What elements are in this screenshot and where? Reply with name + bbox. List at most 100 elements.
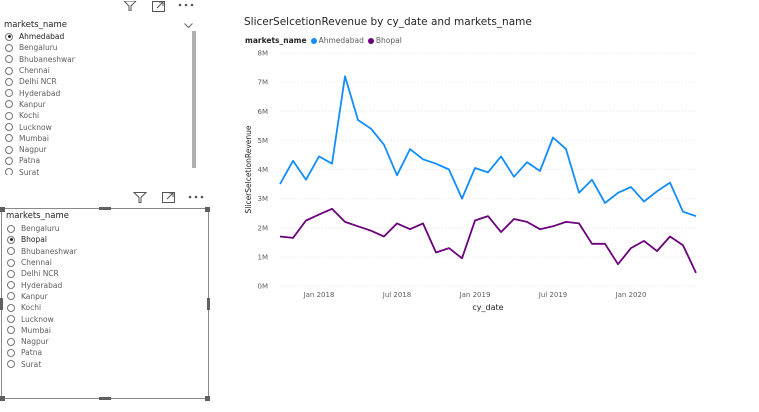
legend-item-bhopal[interactable]: Bhopal (375, 36, 402, 45)
data-point-bhopal[interactable] (278, 234, 283, 239)
data-point-ahmedabad[interactable] (655, 189, 660, 194)
data-point-bhopal[interactable] (681, 243, 686, 248)
data-point-ahmedabad[interactable] (512, 174, 517, 179)
radio-selected-icon[interactable] (7, 235, 15, 244)
radio-icon[interactable] (7, 315, 15, 324)
data-point-bhopal[interactable] (421, 221, 426, 226)
radio-icon[interactable] (7, 269, 15, 278)
data-point-bhopal[interactable] (369, 228, 374, 233)
radio-icon[interactable] (5, 55, 13, 64)
slicer-item-delhi-ncr[interactable]: Delhi NCR (5, 76, 75, 87)
slicer-item-nagpur[interactable]: Nagpur (7, 336, 77, 347)
legend-item-ahmedabad[interactable]: Ahmedabad (318, 36, 364, 45)
data-point-bhopal[interactable] (343, 219, 348, 224)
slicer-item-lucknow[interactable]: Lucknow (7, 313, 77, 324)
data-point-bhopal[interactable] (668, 234, 673, 239)
data-point-bhopal[interactable] (551, 224, 556, 229)
slicer-item-hyderabad[interactable]: Hyderabad (7, 279, 77, 290)
slicer-item-chennai[interactable]: Chennai (7, 257, 77, 268)
slicer-item-nagpur[interactable]: Nagpur (5, 144, 75, 155)
data-point-ahmedabad[interactable] (590, 177, 595, 182)
data-point-bhopal[interactable] (525, 219, 530, 224)
data-point-ahmedabad[interactable] (642, 199, 647, 204)
slicer-item-bengaluru[interactable]: Bengaluru (5, 42, 75, 53)
slicer-item-bengaluru[interactable]: Bengaluru (7, 223, 77, 234)
radio-icon[interactable] (5, 168, 13, 175)
data-point-bhopal[interactable] (304, 218, 309, 223)
radio-icon[interactable] (5, 123, 13, 132)
radio-icon[interactable] (5, 100, 13, 109)
data-point-ahmedabad[interactable] (421, 157, 426, 162)
slicer-item-kanpur[interactable]: Kanpur (7, 291, 77, 302)
radio-icon[interactable] (5, 156, 13, 165)
resize-handle-top-right[interactable] (205, 207, 210, 212)
focus-mode-icon[interactable] (150, 0, 166, 12)
data-point-ahmedabad[interactable] (460, 196, 465, 201)
radio-icon[interactable] (7, 281, 15, 290)
slicer-item-lucknow[interactable]: Lucknow (5, 121, 75, 132)
resize-handle-left[interactable] (0, 298, 3, 310)
resize-handle-top[interactable] (99, 207, 111, 210)
radio-icon[interactable] (5, 111, 13, 120)
radio-icon[interactable] (5, 43, 13, 52)
radio-icon[interactable] (5, 134, 13, 143)
markets-slicer-2[interactable]: markets_name Bengaluru Bhopal Bhubaneshwar… (1, 208, 209, 399)
radio-icon[interactable] (7, 292, 15, 301)
data-point-bhopal[interactable] (382, 234, 387, 239)
data-point-ahmedabad[interactable] (629, 184, 634, 189)
slicer-item-bhubaneshwar[interactable]: Bhubaneshwar (7, 246, 77, 257)
data-point-bhopal[interactable] (642, 238, 647, 243)
data-point-ahmedabad[interactable] (434, 161, 439, 166)
data-point-ahmedabad[interactable] (577, 190, 582, 195)
radio-icon[interactable] (7, 224, 15, 233)
slicer-item-mumbai[interactable]: Mumbai (5, 133, 75, 144)
radio-selected-icon[interactable] (5, 32, 13, 41)
data-point-ahmedabad[interactable] (681, 209, 686, 214)
data-point-ahmedabad[interactable] (291, 158, 296, 163)
slicer-item-hyderabad[interactable]: Hyderabad (5, 87, 75, 98)
data-point-bhopal[interactable] (590, 241, 595, 246)
data-point-bhopal[interactable] (395, 221, 400, 226)
data-point-bhopal[interactable] (629, 246, 634, 251)
radio-icon[interactable] (5, 66, 13, 75)
resize-handle-bottom-right[interactable] (205, 396, 210, 401)
resize-handle-right[interactable] (207, 298, 210, 310)
slicer-item-bhopal[interactable]: Bhopal (7, 234, 77, 245)
slicer-item-kochi[interactable]: Kochi (7, 302, 77, 313)
data-point-bhopal[interactable] (616, 262, 621, 267)
radio-icon[interactable] (5, 145, 13, 154)
slicer-item-delhi-ncr[interactable]: Delhi NCR (7, 268, 77, 279)
series-line-bhopal[interactable] (279, 207, 697, 274)
data-point-ahmedabad[interactable] (369, 126, 374, 131)
slicer-item-kochi[interactable]: Kochi (5, 110, 75, 121)
data-point-ahmedabad[interactable] (499, 154, 504, 159)
data-point-ahmedabad[interactable] (486, 170, 491, 175)
data-point-bhopal[interactable] (460, 256, 465, 261)
radio-icon[interactable] (7, 258, 15, 267)
data-point-bhopal[interactable] (499, 230, 504, 235)
slicer-item-mumbai[interactable]: Mumbai (7, 325, 77, 336)
data-point-bhopal[interactable] (538, 227, 543, 232)
focus-mode-icon[interactable] (160, 190, 176, 204)
more-options-icon[interactable] (186, 192, 206, 202)
slicer-item-surat[interactable]: Surat (7, 359, 77, 370)
data-point-ahmedabad[interactable] (616, 190, 621, 195)
resize-handle-bottom[interactable] (99, 397, 111, 400)
scrollbar-thumb[interactable] (192, 31, 196, 168)
data-point-ahmedabad[interactable] (551, 135, 556, 140)
data-point-bhopal[interactable] (447, 246, 452, 251)
data-point-bhopal[interactable] (473, 218, 478, 223)
data-point-bhopal[interactable] (356, 224, 361, 229)
data-point-ahmedabad[interactable] (408, 147, 413, 152)
filter-icon[interactable] (132, 190, 148, 204)
data-point-bhopal[interactable] (330, 206, 335, 211)
slicer-item-ahmedabad[interactable]: Ahmedabad (5, 31, 75, 42)
data-point-bhopal[interactable] (291, 235, 296, 240)
data-point-bhopal[interactable] (434, 250, 439, 255)
data-point-bhopal[interactable] (512, 217, 517, 222)
data-point-bhopal[interactable] (694, 270, 699, 275)
radio-icon[interactable] (7, 303, 15, 312)
data-point-bhopal[interactable] (603, 241, 608, 246)
data-point-ahmedabad[interactable] (525, 160, 530, 165)
